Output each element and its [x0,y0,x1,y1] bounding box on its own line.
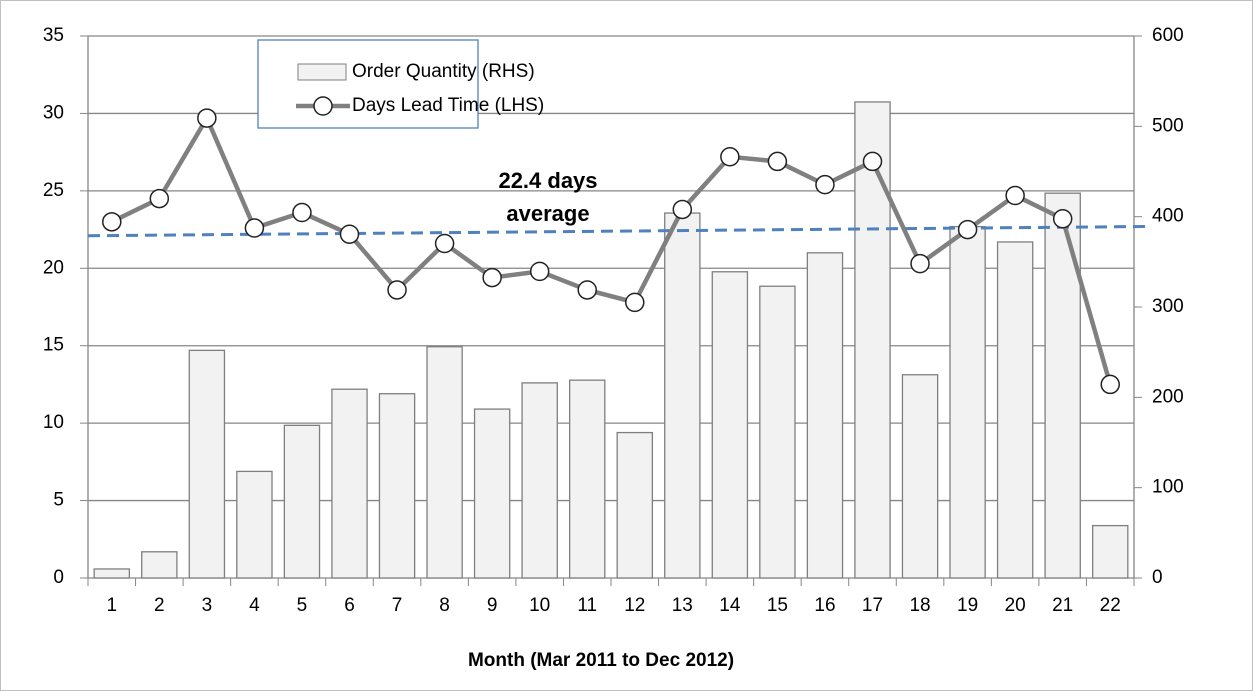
legend-label: Order Quantity (RHS) [352,61,535,82]
bar [996,241,1034,579]
marker [910,253,930,274]
marker [434,233,455,254]
y-tick-label: 35 [43,25,64,46]
x-tick-label: 16 [814,595,835,616]
x-tick-label: 2 [154,595,165,616]
marker [482,267,502,288]
marker [957,219,978,240]
y-tick-label: 30 [43,102,64,123]
x-tick-label: 20 [1005,595,1026,616]
y2-tick-label: 600 [1152,25,1184,46]
marker [197,108,217,128]
legend [257,39,479,129]
bar [901,374,939,579]
bar [568,379,606,579]
x-tick-label: 13 [672,595,693,616]
marker [1100,374,1120,395]
y2-tick-label: 100 [1152,477,1184,498]
bar [521,382,558,579]
bar [236,470,273,579]
bar [283,424,321,579]
marker [387,280,407,300]
x-tick-label: 6 [344,595,355,616]
bar [759,285,796,579]
marker [767,151,788,172]
bar [949,225,986,579]
x-tick-label: 9 [487,595,498,616]
marker [720,147,740,167]
annotation: 22.4 days [498,168,597,193]
y-tick-label: 15 [43,335,64,356]
bar [616,431,654,579]
marker [815,174,835,195]
marker [672,199,693,220]
bar [378,393,416,579]
y2-tick-label: 500 [1152,115,1184,136]
y-tick-label: 0 [53,567,64,588]
bar [664,212,701,579]
marker [292,202,312,223]
y2-tick-label: 400 [1152,206,1184,227]
annotation: average [506,201,589,226]
bar [426,346,463,579]
y2-tick-label: 0 [1152,567,1163,588]
y-tick-label: 25 [43,180,64,201]
x-tick-label: 4 [249,595,260,616]
line [110,113,1113,386]
marker [577,280,597,300]
x-tick-label: 19 [957,595,978,616]
x-tick-label: 17 [862,595,883,616]
y-tick-label: 20 [43,257,64,278]
x-tick-label: 15 [767,595,788,616]
marker [244,218,265,238]
y-tick-label: 5 [53,490,64,511]
x-tick-label: 8 [439,595,450,616]
y-tick-label: 10 [43,412,64,433]
marker [625,292,645,313]
legend-swatch [297,63,347,81]
x-tick-label: 1 [106,595,117,616]
bar [854,101,891,579]
marker [339,224,360,244]
marker [529,261,550,282]
legend-marker [313,96,333,116]
x-tick-label: 12 [624,595,645,616]
y2-tick-label: 200 [1152,386,1184,407]
marker [1052,208,1073,229]
marker [149,188,170,209]
legend-label: Days Lead Time (LHS) [352,95,544,116]
bar [711,271,749,579]
bar [1091,524,1129,579]
marker [862,151,883,172]
x-tick-label: 7 [392,595,403,616]
y2-tick-label: 300 [1152,296,1184,317]
bar [188,349,226,579]
x-tick-label: 21 [1052,595,1073,616]
bar [141,551,178,579]
x-axis-label: Month (Mar 2011 to Dec 2012) [468,650,734,671]
x-tick-label: 11 [577,595,597,616]
x-tick-label: 18 [909,595,930,616]
bar [1044,192,1081,579]
bar [473,408,511,579]
marker [102,212,122,232]
x-tick-label: 3 [202,595,213,616]
x-tick-label: 5 [297,595,308,616]
bar [331,388,368,579]
x-tick-label: 14 [719,595,741,616]
bar [93,568,131,579]
x-tick-label: 10 [529,595,550,616]
bar [806,252,844,579]
marker [1005,185,1025,206]
x-tick-label: 22 [1100,595,1121,616]
